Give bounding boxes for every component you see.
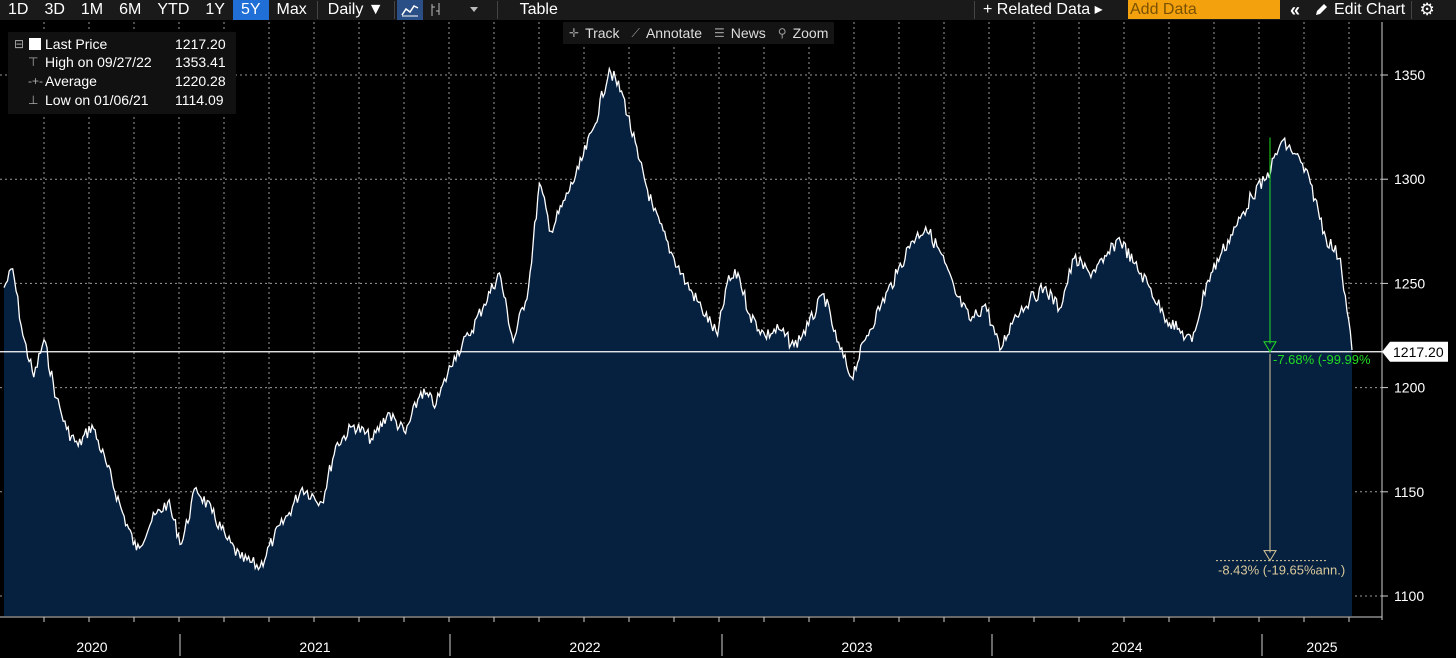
y-tick-label: 1250 bbox=[1394, 275, 1425, 291]
frequency-dropdown[interactable]: Daily ▼ bbox=[327, 1, 384, 18]
legend-low-value: 1114.09 bbox=[175, 92, 224, 108]
range-5y-button[interactable]: 5Y bbox=[232, 0, 269, 20]
y-tick-label: 1150 bbox=[1394, 484, 1424, 500]
range-6m-button[interactable]: 6M bbox=[119, 1, 142, 18]
line-chart-icon[interactable] bbox=[396, 0, 423, 20]
y-tick-label: 1200 bbox=[1394, 380, 1425, 396]
x-tick-label: 2022 bbox=[569, 639, 600, 655]
x-tick-label: 2025 bbox=[1306, 639, 1337, 655]
toolbar-divider bbox=[1411, 1, 1413, 19]
high-marker-icon: ⊤ bbox=[28, 55, 39, 69]
annotate-button[interactable]: ⟋ Annotate bbox=[626, 22, 708, 44]
range-max-button[interactable]: Max bbox=[276, 1, 307, 18]
toolbar-divider bbox=[974, 1, 975, 19]
chart-tools-toolbar: ✛ Track ⟋ Annotate ☰ News ⚲ Zoom bbox=[563, 22, 835, 44]
gold-change-label: -8.43% (-19.65%ann.) bbox=[1218, 563, 1345, 578]
last-price-tag: 1217.20 bbox=[1382, 341, 1448, 362]
gear-icon[interactable]: ⚙ bbox=[1419, 0, 1435, 19]
x-tick-label: 2020 bbox=[76, 639, 107, 655]
low-marker-icon: ⊥ bbox=[28, 93, 39, 107]
y-axis: 1100 1150 1200 1250 1300 1350 1217.20 bbox=[1381, 22, 1448, 620]
toolbar-divider bbox=[316, 1, 318, 19]
toolbar-divider bbox=[393, 1, 395, 19]
gold-arrow-head bbox=[1263, 550, 1277, 562]
y-tick-label: 1300 bbox=[1394, 171, 1425, 187]
dropdown-icon[interactable] bbox=[461, 0, 487, 20]
top-toolbar: 1D 3D 1M 6M YTD 1Y 5Y Max Daily ▼ Table … bbox=[0, 0, 1456, 20]
news-icon: ☰ bbox=[714, 26, 725, 40]
bar-chart-icon[interactable] bbox=[423, 0, 449, 20]
news-button[interactable]: ☰ News bbox=[708, 22, 772, 44]
legend-avg-label: Average bbox=[45, 73, 97, 89]
track-button[interactable]: ✛ Track bbox=[563, 22, 626, 44]
table-button[interactable]: Table bbox=[519, 1, 558, 18]
legend-high[interactable]: ⊤ High on 09/27/22 1353.41 bbox=[8, 53, 236, 71]
chart-annotations: -7.68% (-99.99% -8.43% (-19.65%ann.) bbox=[0, 137, 1382, 578]
legend-high-label: High on 09/27/22 bbox=[45, 54, 152, 70]
zoom-button[interactable]: ⚲ Zoom bbox=[772, 22, 835, 44]
legend-low-label: Low on 01/06/21 bbox=[45, 92, 149, 108]
edit-chart-button[interactable]: Edit Chart bbox=[1334, 1, 1406, 18]
magnifier-icon: ⚲ bbox=[777, 26, 787, 40]
range-1y-button[interactable]: 1Y bbox=[205, 1, 225, 18]
y-tick-label: 1100 bbox=[1394, 588, 1424, 604]
legend-low[interactable]: ⊥ Low on 01/06/21 1114.09 bbox=[8, 91, 236, 109]
last-price-tag-bg bbox=[1382, 341, 1448, 362]
price-area bbox=[4, 68, 1352, 616]
price-line bbox=[3, 66, 1353, 571]
average-marker-icon: -+- bbox=[28, 74, 43, 88]
white-swatch-icon bbox=[29, 38, 41, 50]
x-axis: 2020 2021 2022 2023 2024 2025 bbox=[0, 616, 1382, 656]
x-tick-label: 2023 bbox=[841, 639, 872, 655]
annotate-label: Annotate bbox=[645, 25, 703, 41]
x-tick-label: 2021 bbox=[299, 639, 330, 655]
legend-last-label: Last Price bbox=[45, 36, 108, 52]
legend-average[interactable]: -+- Average 1220.28 bbox=[8, 72, 236, 90]
toolbar-divider bbox=[496, 1, 498, 19]
legend-avg-value: 1220.28 bbox=[175, 73, 226, 89]
range-1d-button[interactable]: 1D bbox=[8, 1, 29, 18]
chart-legend: ⊟ Last Price 1217.20 ⊤ High on 09/27/22 … bbox=[8, 32, 236, 114]
last-price-tag-text: 1217.20 bbox=[1393, 344, 1444, 360]
legend-high-value: 1353.41 bbox=[175, 54, 226, 70]
track-label: Track bbox=[585, 25, 620, 41]
legend-last-price[interactable]: ⊟ Last Price 1217.20 bbox=[8, 35, 236, 53]
crosshair-icon: ✛ bbox=[569, 26, 580, 40]
green-change-label: -7.68% (-99.99% bbox=[1273, 352, 1371, 367]
news-label: News bbox=[730, 25, 766, 41]
green-arrow-head bbox=[1263, 341, 1277, 353]
pencil-icon[interactable] bbox=[1308, 0, 1334, 20]
y-tick-label: 1350 bbox=[1394, 67, 1425, 83]
x-tick-label: 2024 bbox=[1111, 639, 1142, 655]
collapse-toggle-icon[interactable]: ⊟ bbox=[14, 37, 25, 51]
related-data-button[interactable]: + Related Data ▸ bbox=[983, 1, 1103, 18]
add-data-input[interactable]: Add Data bbox=[1128, 0, 1280, 19]
range-1m-button[interactable]: 1M bbox=[80, 1, 104, 18]
zoom-label: Zoom bbox=[792, 25, 829, 41]
collapse-icon[interactable]: « bbox=[1289, 0, 1300, 20]
range-3d-button[interactable]: 3D bbox=[44, 1, 65, 18]
legend-last-value: 1217.20 bbox=[175, 36, 226, 52]
annotate-icon: ⟋ bbox=[631, 26, 640, 40]
range-ytd-button[interactable]: YTD bbox=[157, 1, 190, 18]
